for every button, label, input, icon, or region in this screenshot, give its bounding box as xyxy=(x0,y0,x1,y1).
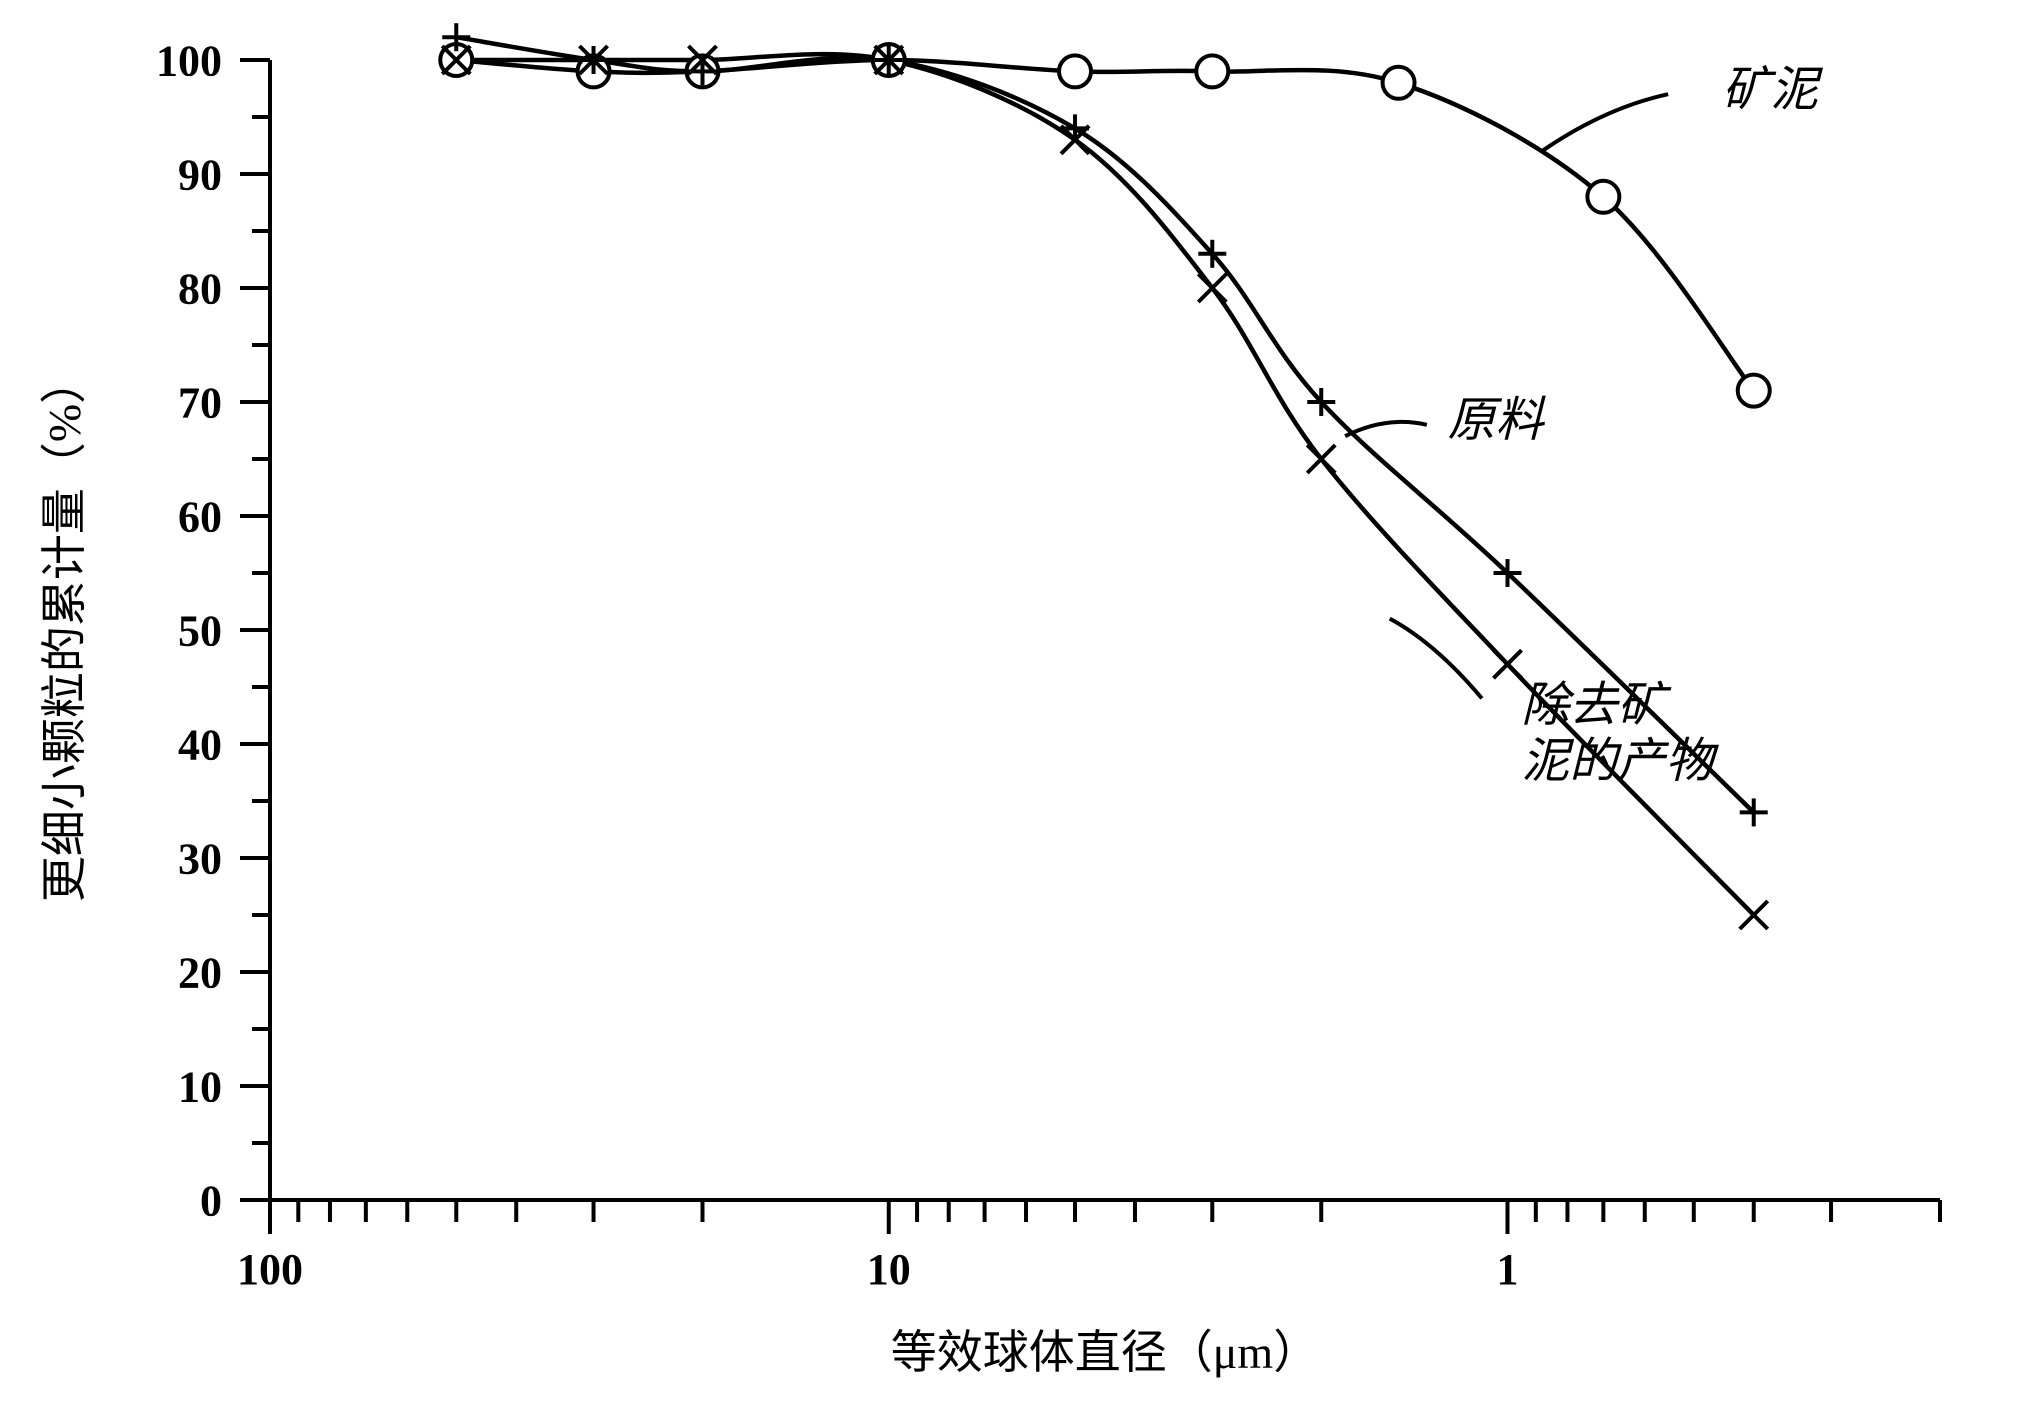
series-label-deslimed-2: 泥的产物 xyxy=(1521,735,1719,788)
y-tick-label: 80 xyxy=(178,264,222,313)
y-axis-title: 更细小颗粒的累计量（%） xyxy=(39,358,90,902)
series-label-deslimed-1: 除去矿 xyxy=(1521,679,1672,732)
y-tick-label: 100 xyxy=(156,36,222,85)
y-tick-label: 50 xyxy=(178,606,222,655)
x-tick-label: 1 xyxy=(1497,1245,1519,1294)
series-label-slime: 矿泥 xyxy=(1722,64,1823,117)
y-tick-label: 70 xyxy=(178,378,222,427)
y-tick-label: 20 xyxy=(178,948,222,997)
series-label-feed: 原料 xyxy=(1448,394,1547,447)
x-axis-title: 等效球体直径（μm） xyxy=(891,1327,1319,1378)
y-tick-label: 10 xyxy=(178,1062,222,1111)
x-tick-label: 100 xyxy=(237,1245,303,1294)
y-tick-label: 40 xyxy=(178,720,222,769)
chart-container: 0 10 20 30 40 50 60 70 80 90 100 100 10 1 等效球体直径（μm） 更细… xyxy=(0,0,2039,1404)
y-tick-label: 30 xyxy=(178,834,222,883)
y-tick-label: 60 xyxy=(178,492,222,541)
series-line-矿泥 xyxy=(456,60,1753,391)
chart-svg: 0 10 20 30 40 50 60 70 80 90 100 100 10 1 等效球体直径（μm） 更细… xyxy=(0,0,2039,1404)
y-tick-label: 90 xyxy=(178,150,222,199)
x-tick-label: 10 xyxy=(867,1245,911,1294)
y-tick-label: 0 xyxy=(200,1176,222,1225)
